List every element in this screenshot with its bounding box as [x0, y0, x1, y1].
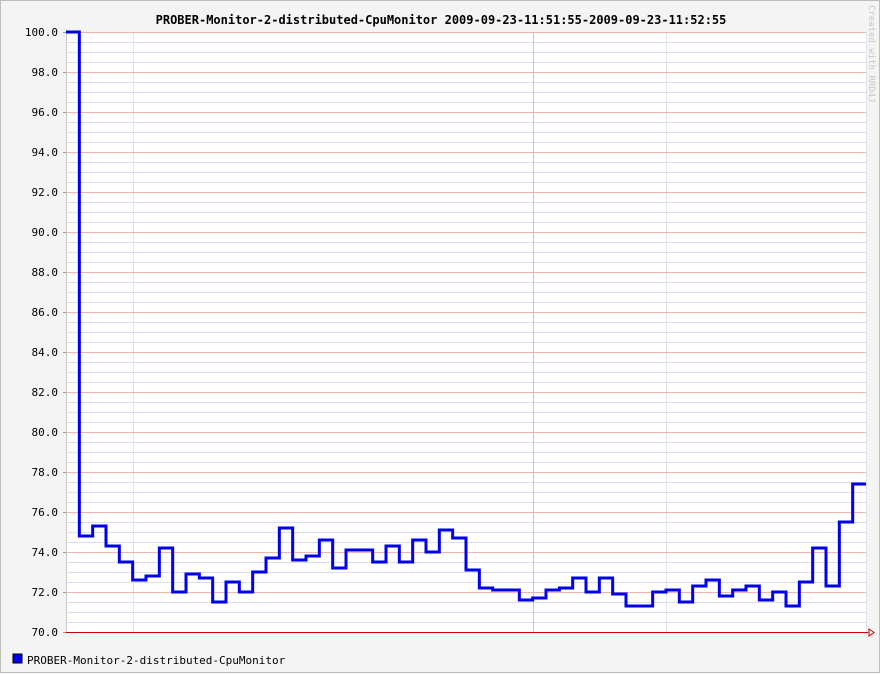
x-axis-arrow	[869, 629, 874, 636]
plot-area: 100.0 98.0 96.0 94.0 92.0 90.0 88.0 86.0 84.0 82.…	[25, 26, 874, 639]
y-tick-label: 76.0	[32, 506, 59, 519]
y-tick-label: 78.0	[32, 466, 59, 479]
y-tick-label: 74.0	[32, 546, 59, 559]
y-tick-label: 82.0	[32, 386, 59, 399]
rrd4j-signature: Created with RRD4J	[866, 5, 876, 103]
y-tick-label: 86.0	[32, 306, 59, 319]
y-tick-label: 70.0	[32, 626, 59, 639]
y-tick-label: 100.0	[25, 26, 58, 39]
chart-title: PROBER-Monitor-2-distributed-CpuMonitor …	[156, 13, 727, 27]
y-tick-label: 72.0	[32, 586, 59, 599]
y-tick-label: 98.0	[32, 66, 59, 79]
y-tick-label: 94.0	[32, 146, 59, 159]
legend-label: PROBER-Monitor-2-distributed-CpuMonitor	[27, 654, 286, 667]
y-tick-label: 92.0	[32, 186, 59, 199]
legend: PROBER-Monitor-2-distributed-CpuMonitor	[13, 654, 286, 667]
y-tick-label: 84.0	[32, 346, 59, 359]
y-tick-label: 88.0	[32, 266, 59, 279]
y-tick-label: 80.0	[32, 426, 59, 439]
y-tick-label: 96.0	[32, 106, 59, 119]
y-tick-label: 90.0	[32, 226, 59, 239]
legend-swatch	[13, 654, 22, 663]
